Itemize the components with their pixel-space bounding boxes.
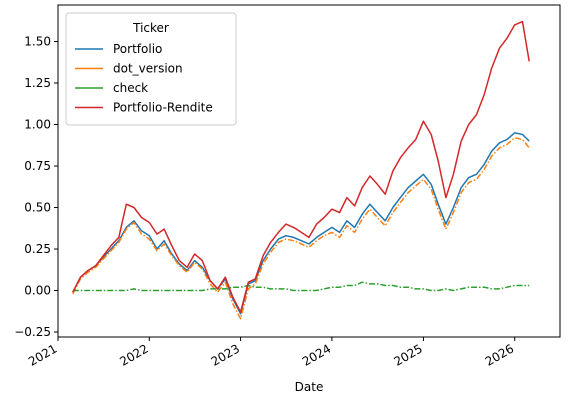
- y-tick-label: 1.25: [24, 76, 51, 90]
- legend-label: check: [113, 81, 148, 95]
- legend-label: Portfolio: [113, 42, 162, 56]
- legend-label: dot_version: [113, 62, 183, 76]
- series-line-check: [72, 281, 530, 292]
- series-line-portfolio-rendite: [72, 20, 530, 313]
- y-tick-label: 0.75: [24, 159, 51, 173]
- y-tick-label: 0.00: [24, 284, 51, 298]
- series-line-portfolio: [72, 132, 530, 315]
- y-tick-label: 1.00: [24, 118, 51, 132]
- y-tick-label: 0.25: [24, 242, 51, 256]
- plot-area-frame: [57, 4, 561, 338]
- y-tick-label: 1.50: [24, 35, 51, 49]
- x-axis-title: Date: [295, 380, 324, 394]
- series-line-dot-version: [72, 137, 530, 320]
- y-axis: −0.25 0.00 0.25 0.50 0.75 1.00 1.25 1.50: [14, 35, 58, 339]
- legend-title: Ticker: [132, 21, 169, 35]
- legend-label: Portfolio-Rendite: [113, 101, 213, 115]
- legend-box: [65, 12, 237, 126]
- y-tick-label: 0.50: [24, 201, 51, 215]
- series-layer: [72, 20, 530, 320]
- y-tick-label: −0.25: [14, 325, 51, 339]
